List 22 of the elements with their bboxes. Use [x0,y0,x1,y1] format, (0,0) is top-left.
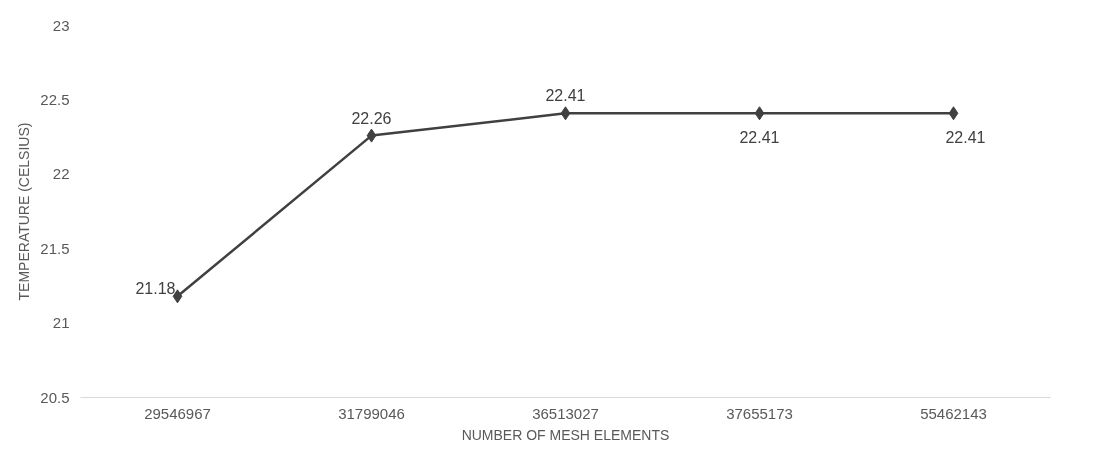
x-tick-label: 37655173 [726,404,793,422]
point [560,106,571,121]
y-tick-label: 21 [52,314,70,332]
x-tick-label: 29546967 [144,404,211,422]
y-axis-title: TEMPERATURE (CELSIUS) [16,122,33,301]
point [366,128,377,143]
x-axis-title: NUMBER OF MESH ELEMENTS [461,426,670,443]
y-tick-label: 21.5 [40,239,70,257]
y-tick-label: 22.5 [40,90,70,108]
point [948,106,959,121]
y-tick-label: 20.5 [40,388,70,406]
data-label: 21.18 [135,280,176,298]
x-tick-label: 31799046 [338,404,405,422]
y-tick-label: 23 [52,16,70,34]
data-label: 22.41 [545,87,586,105]
x-tick-label: 55462143 [920,404,987,422]
point [754,106,765,121]
x-tick-label: 36513027 [532,404,599,422]
data-label: 22.26 [351,109,392,127]
data-label: 22.41 [739,129,780,147]
y-tick-label: 22 [52,165,70,183]
data-label: 22.41 [945,129,986,147]
